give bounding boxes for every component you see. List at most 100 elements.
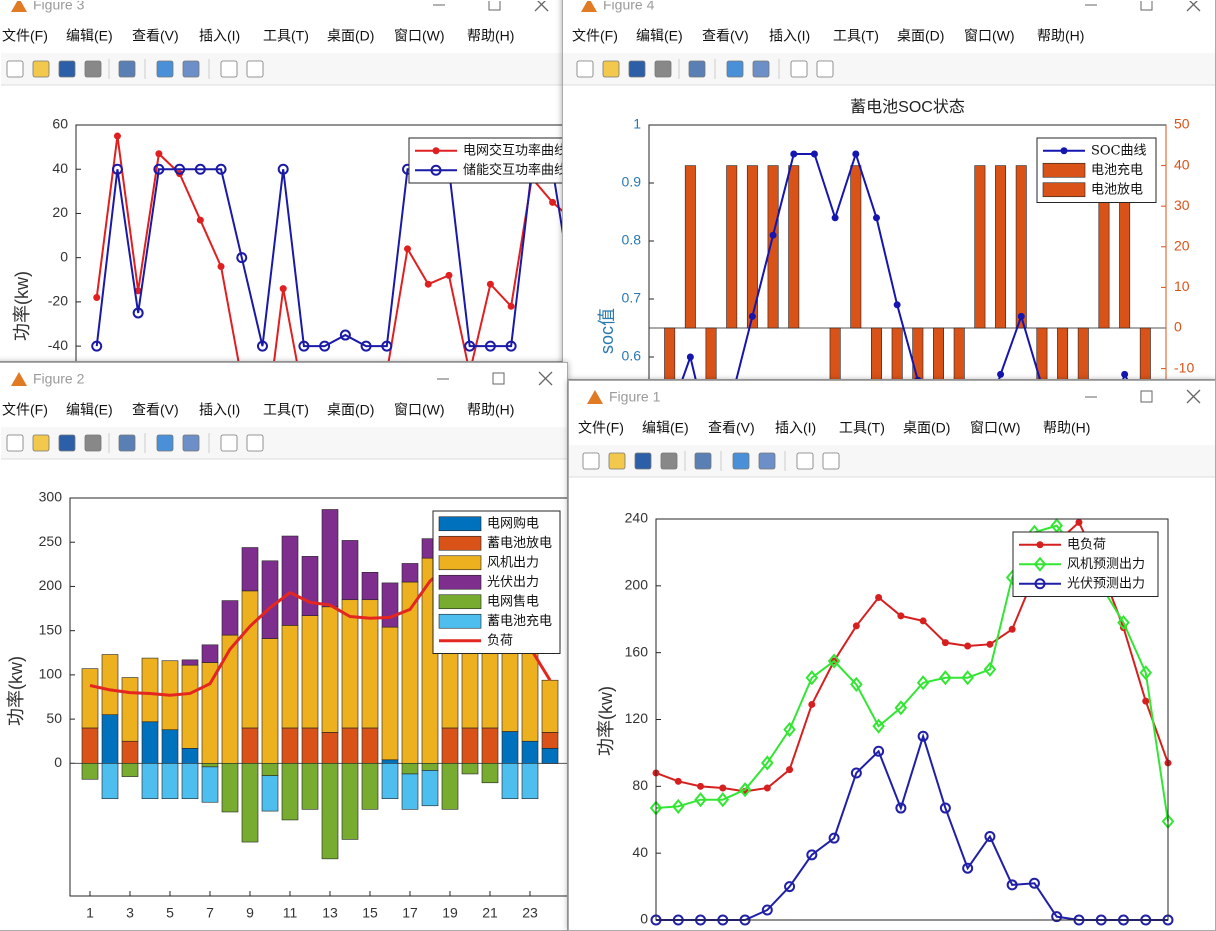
toolbar-icon (654, 60, 672, 78)
marker (986, 640, 994, 648)
bar (221, 634, 239, 764)
menu-item: 窗口(W) (964, 28, 1015, 44)
bar (401, 773, 419, 810)
marker (671, 798, 685, 814)
x-tick-label: 5 (166, 905, 174, 921)
marker (961, 670, 974, 686)
marker (872, 214, 880, 222)
y-tick-label: 0.7 (622, 290, 642, 306)
marker (298, 340, 310, 352)
bar (261, 638, 279, 764)
x-tick-label: 11 (283, 905, 298, 921)
marker (790, 150, 798, 158)
y-tick-label: 0.8 (622, 232, 642, 248)
bar (161, 729, 179, 764)
y2-tick-label: 40 (1174, 156, 1190, 172)
bar (441, 763, 459, 810)
close-button (1186, 1, 1201, 12)
y-tick-label: 200 (625, 577, 649, 593)
window-title: Figure 4 (603, 1, 655, 13)
marker (939, 802, 951, 814)
marker (1142, 697, 1150, 705)
toolbar-icon (32, 434, 50, 452)
y-tick-label: 50 (46, 710, 62, 726)
marker (111, 163, 123, 175)
marker (761, 904, 773, 916)
bar (201, 662, 219, 764)
y-axis-label: 功率(kw) (12, 271, 32, 341)
legend-label: 电网购电 (487, 515, 539, 531)
close-button (538, 371, 553, 386)
menu-item: 工具(T) (263, 402, 309, 418)
y-tick-label: -20 (48, 293, 68, 309)
window-canvas: Figure 3 文件(F) 编辑(E) 查看(V) 插入(I) 工具(T) 桌面(D) 窗口… (1, 1, 564, 361)
maximize-button (1140, 1, 1153, 11)
bar (341, 599, 359, 729)
bar (381, 582, 399, 628)
legend-label: 负荷 (487, 633, 513, 648)
bar (181, 747, 199, 764)
marker (761, 755, 774, 771)
marker (895, 802, 907, 814)
toolbar-icon (634, 452, 652, 470)
y-tick-label: 250 (39, 533, 63, 549)
menu-item: 桌面(D) (903, 420, 950, 436)
bar (381, 759, 399, 764)
bar (181, 664, 199, 749)
menu-item: 桌面(D) (327, 402, 374, 418)
legend-swatch (438, 555, 482, 571)
marker (484, 340, 496, 352)
menu-item: 编辑(E) (636, 28, 683, 44)
bar (181, 659, 199, 666)
axes-box (75, 124, 563, 361)
bar (261, 763, 279, 777)
bar (481, 727, 499, 764)
marker (806, 849, 818, 861)
window-canvas: Figure 4 文件(F) 编辑(E) 查看(V) 插入(I) 工具(T) 桌面(D) 窗口… (563, 1, 1215, 379)
toolbar-icon (182, 60, 200, 78)
maximize-button (488, 1, 501, 11)
marker (432, 147, 440, 155)
marker (984, 830, 996, 842)
legend-label: 光伏出力 (487, 575, 539, 590)
marker (155, 150, 163, 158)
toolbar-icon (796, 452, 814, 470)
marker (1008, 625, 1016, 633)
bar (341, 763, 359, 840)
marker (872, 718, 885, 734)
menu-item: 插入(I) (769, 28, 810, 44)
marker (464, 340, 476, 352)
legend-label: 电网交互功率曲线 (463, 142, 564, 158)
x-tick-label: 17 (402, 905, 418, 921)
marker (174, 163, 186, 175)
legend-swatch (1042, 182, 1086, 198)
y2-tick-label: 20 (1174, 238, 1190, 254)
marker (827, 653, 841, 669)
bar (321, 509, 339, 608)
bar (81, 727, 99, 764)
menu-item: 桌面(D) (897, 28, 944, 44)
marker (1036, 541, 1044, 549)
marker (1121, 370, 1129, 378)
y-tick-label: 100 (39, 666, 63, 682)
marker (852, 150, 860, 158)
bar (461, 763, 479, 775)
marker (113, 132, 121, 140)
marker (430, 164, 442, 176)
bar (361, 571, 379, 601)
bar (1036, 327, 1048, 379)
bar (441, 727, 459, 764)
legend-box (408, 137, 563, 184)
marker (132, 307, 144, 319)
marker (748, 312, 756, 320)
marker (893, 301, 901, 309)
legend-swatch (438, 613, 482, 629)
menu-item: 文件(F) (2, 402, 48, 418)
bar (181, 763, 199, 800)
bar (321, 763, 339, 860)
bar (767, 165, 779, 329)
y2-tick-label: 10 (1174, 278, 1190, 294)
chart-title: 蓄电池SOC状态 (850, 98, 965, 116)
marker (831, 214, 839, 222)
toolbar-icon (582, 452, 600, 470)
